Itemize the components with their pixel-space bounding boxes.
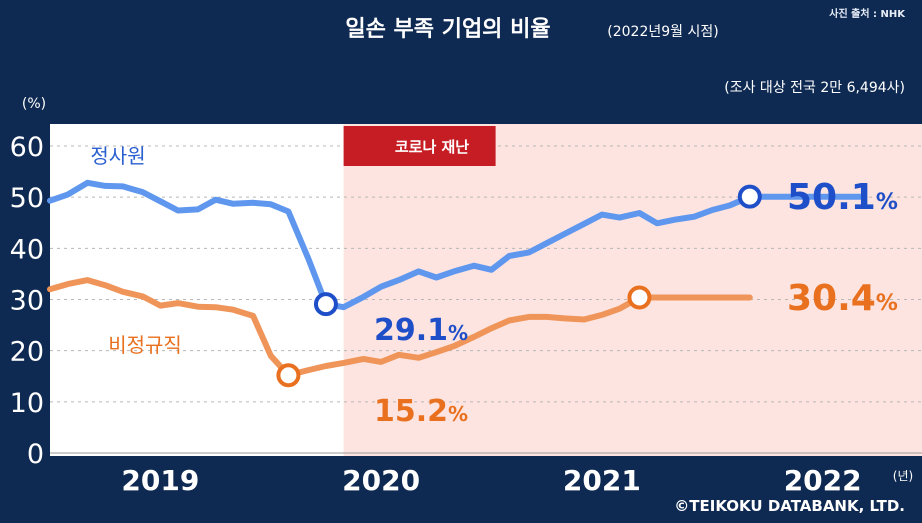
covid-banner-label: 코로나 재난 [395, 138, 469, 156]
y-tick-label: 0 [27, 439, 44, 470]
marker-regular-end [737, 184, 762, 209]
y-axis-label: (%) [22, 96, 46, 112]
copyright: ©TEIKOKU DATABANK, LTD. [674, 497, 905, 515]
x-tick-label: 2020 [342, 464, 420, 497]
y-axis-ticks: 0 10 20 30 40 50 60 [10, 132, 44, 470]
series-label-nonregular: 비정규직 [108, 333, 182, 357]
x-axis-label: (년) [893, 469, 913, 483]
x-tick-label: 2021 [563, 464, 641, 497]
y-tick-label: 50 [10, 183, 44, 214]
chart-title: 일손 부족 기업의 비율 [345, 17, 550, 42]
y-tick-label: 20 [10, 337, 44, 368]
source-credit: 사진 출처 : NHK [829, 7, 906, 20]
y-tick-label: 30 [10, 286, 44, 317]
x-tick-label: 2019 [121, 464, 199, 497]
x-axis-ticks: 2019 2020 2021 2022 [121, 464, 861, 497]
marker-regular-min [313, 292, 338, 317]
y-tick-label: 40 [10, 234, 44, 265]
series-line-regular [47, 179, 864, 311]
data-label-nonregular-end: 30.4% [787, 278, 898, 319]
x-tick-label: 2022 [784, 464, 862, 497]
data-label-nonregular-min: 15.2% [374, 394, 468, 429]
y-tick-label: 60 [10, 132, 44, 163]
data-label-regular-end: 50.1% [787, 177, 898, 218]
marker-nonregular-end [627, 285, 652, 310]
y-tick-label: 10 [10, 388, 44, 419]
marker-nonregular-min [276, 363, 301, 388]
data-label-regular-min: 29.1% [374, 313, 468, 348]
title-note: (2022년9월 시점) [607, 24, 718, 40]
covid-banner [343, 126, 496, 166]
series-label-regular: 정사원 [90, 144, 145, 168]
survey-note: (조사 대상 전국 2만 6,494사) [724, 80, 905, 96]
